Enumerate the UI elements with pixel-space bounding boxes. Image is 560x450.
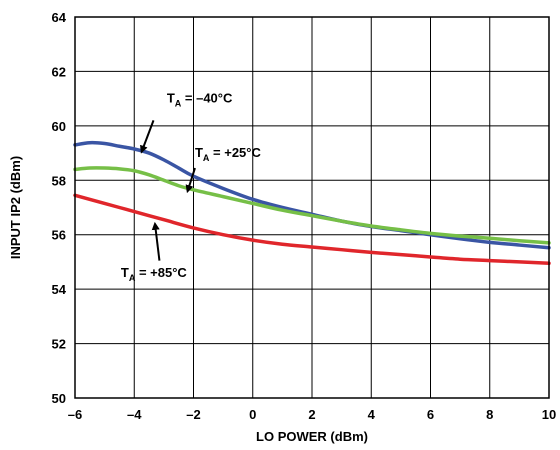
x-tick-label: –2 — [186, 407, 200, 422]
y-tick-label: 54 — [52, 282, 67, 297]
series-lines — [73, 140, 551, 266]
x-tick-label: 8 — [486, 407, 493, 422]
y-axis-title: INPUT IP2 (dBm) — [8, 156, 23, 259]
x-axis-title: LO POWER (dBm) — [256, 429, 368, 444]
y-tick-label: 56 — [52, 228, 66, 243]
y-tick-label: 60 — [52, 119, 66, 134]
label-plus25c: TA = +25°C — [195, 145, 262, 163]
y-tick-label: 50 — [52, 391, 66, 406]
annotation-arrow — [140, 120, 155, 154]
label-plus85c: TA = +85°C — [121, 265, 188, 283]
x-tick-label: 6 — [427, 407, 434, 422]
gridlines — [74, 16, 550, 399]
y-tick-label: 62 — [52, 64, 66, 79]
annotations: TA = –40°C TA = +25°C TA = +85°C — [121, 91, 262, 283]
annotation-arrow — [185, 167, 196, 194]
y-tick-label: 52 — [52, 337, 66, 352]
series-line-plus25c — [73, 166, 551, 245]
y-tick-label: 64 — [52, 10, 67, 25]
x-tick-label: –4 — [127, 407, 142, 422]
label-minus40c: TA = –40°C — [167, 91, 233, 109]
x-tick-label: 4 — [368, 407, 376, 422]
series-line-minus40c — [73, 140, 551, 250]
tick-labels: –6 –4 –2 0 2 4 6 8 10 50 52 54 56 58 60 62 64 — [52, 10, 557, 422]
x-tick-label: –6 — [68, 407, 82, 422]
annotation-arrow — [151, 221, 161, 261]
y-tick-label: 58 — [52, 173, 66, 188]
x-tick-label: 0 — [249, 407, 256, 422]
x-tick-label: 10 — [542, 407, 556, 422]
series-line-plus85c — [73, 193, 551, 266]
x-tick-label: 2 — [308, 407, 315, 422]
plot-frame — [74, 16, 550, 399]
